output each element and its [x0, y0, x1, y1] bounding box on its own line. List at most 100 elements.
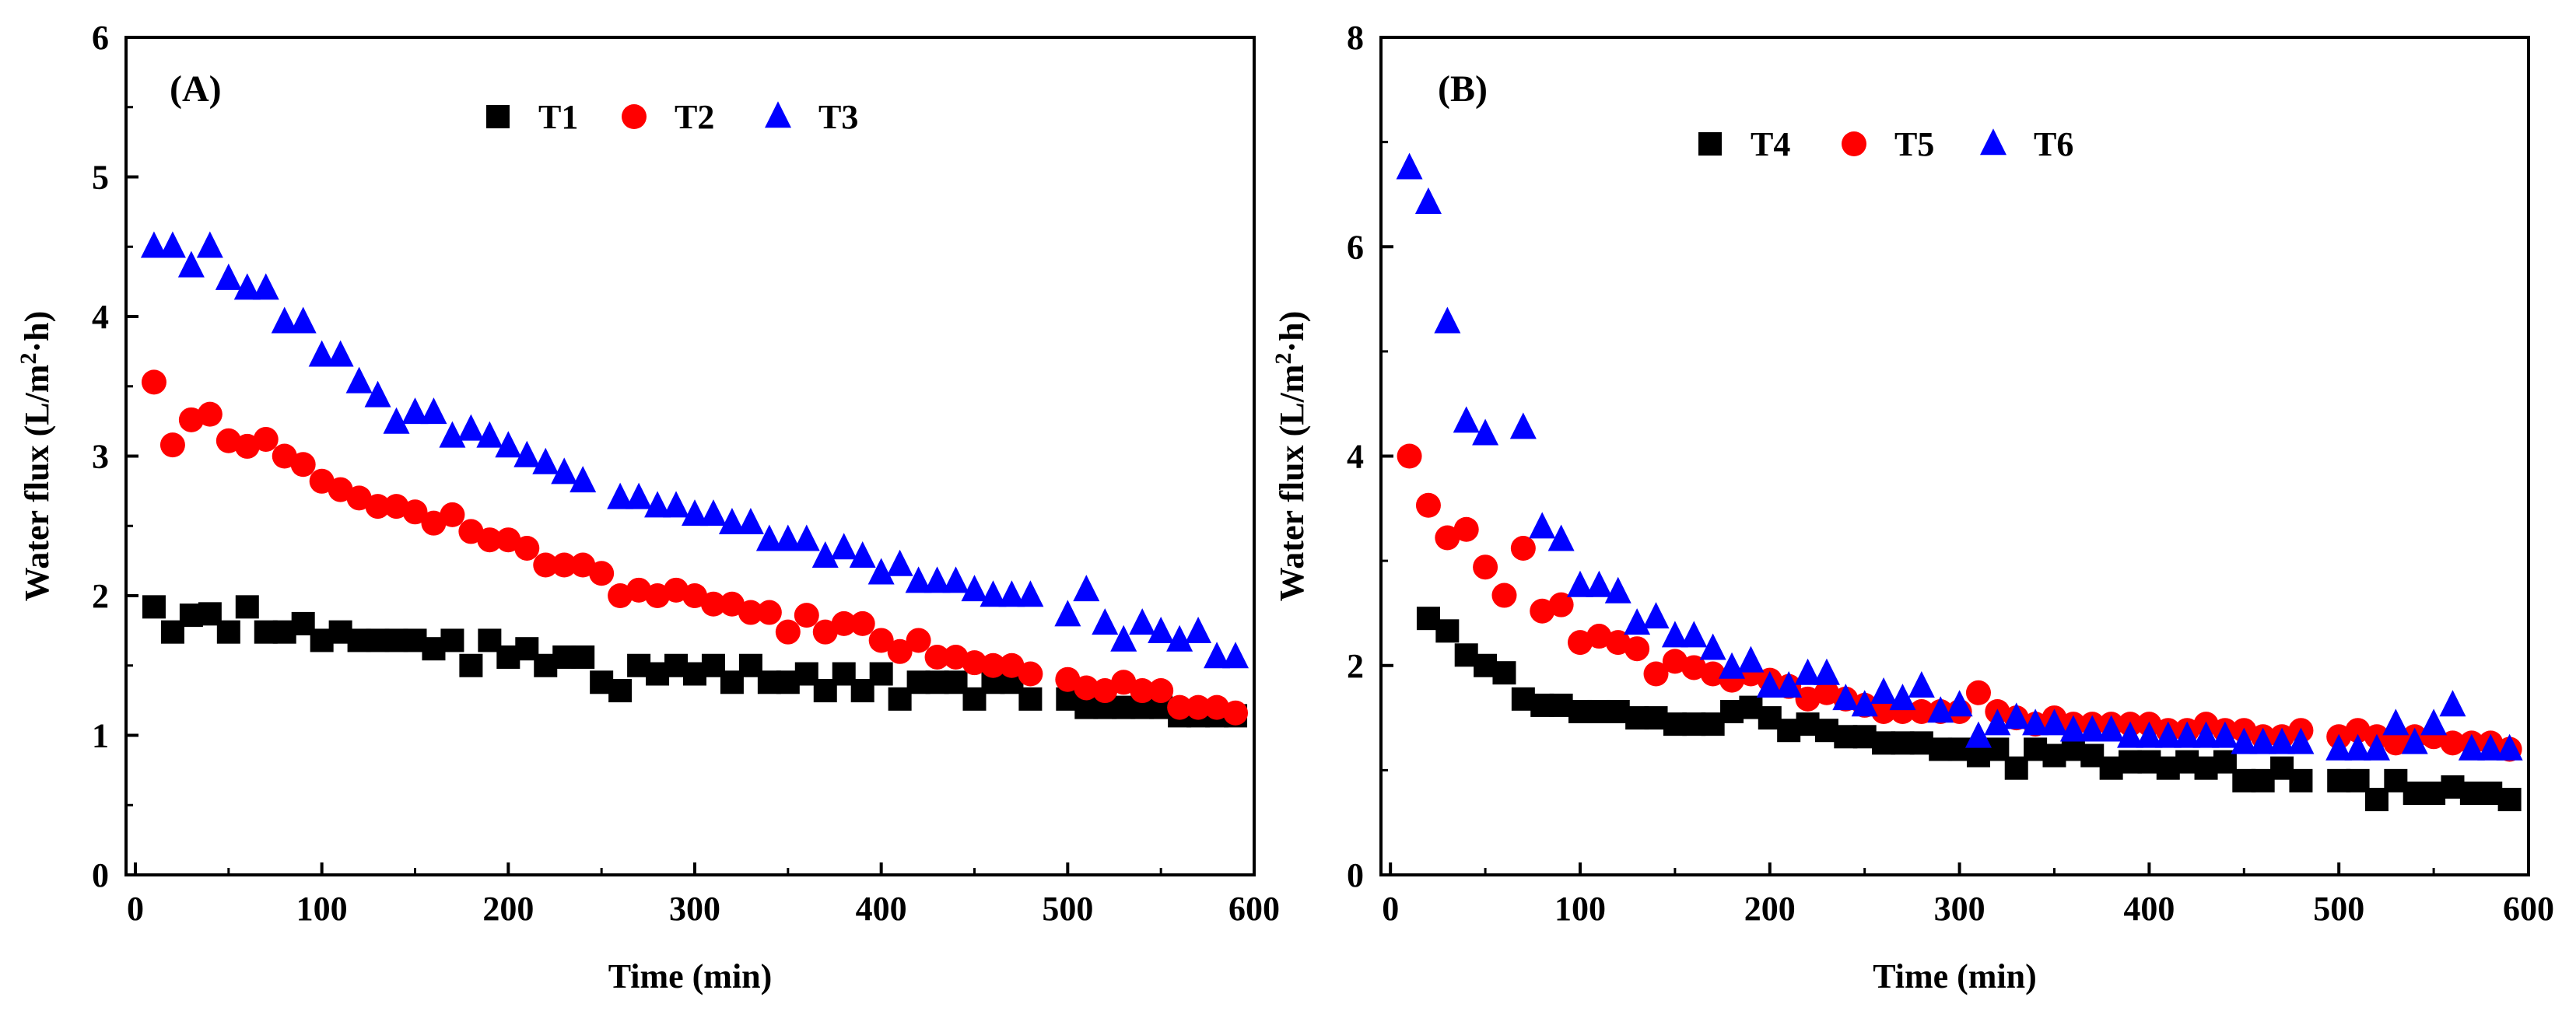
legend-t5-marker	[1842, 131, 1866, 156]
t6-point	[2117, 721, 2144, 748]
t6-point	[1434, 306, 1461, 334]
t5-point	[1643, 661, 1669, 687]
t2-point	[533, 552, 559, 578]
t2-point	[700, 591, 726, 617]
series-t3	[140, 231, 1249, 669]
t6-point	[2059, 715, 2087, 742]
t6-point	[2496, 733, 2523, 761]
t3-point	[457, 414, 485, 441]
legend-t1-marker	[486, 105, 510, 128]
t5-point	[1567, 630, 1593, 656]
t6-point	[1453, 406, 1480, 433]
t4-point	[1492, 661, 1516, 685]
series-t4	[1416, 607, 2522, 812]
x-tick-label: 200	[482, 890, 534, 928]
x-tick-label: 100	[1554, 890, 1606, 928]
t6-point	[1813, 658, 1840, 685]
t2-point	[868, 628, 894, 653]
t3-point	[1110, 624, 1137, 652]
t3-point	[1166, 624, 1193, 652]
t2-point	[159, 432, 185, 458]
legend-t5-label: T5	[1894, 125, 1934, 163]
t3-point	[626, 482, 653, 509]
t6-point	[1604, 576, 1631, 603]
t6-point	[1472, 418, 1499, 446]
t3-point	[942, 566, 969, 593]
t2-point	[831, 610, 857, 636]
t3-point	[737, 507, 764, 534]
t3-point	[755, 524, 783, 551]
t5-point	[1510, 535, 1536, 561]
t6-point	[2382, 708, 2410, 736]
t2-point	[924, 644, 950, 670]
t1-point	[571, 645, 595, 669]
t6-point	[2287, 727, 2315, 754]
series-t2	[141, 369, 1249, 726]
x-tick-label: 0	[1382, 890, 1399, 928]
t5-point	[1435, 525, 1460, 551]
t6-point	[2231, 727, 2258, 754]
t6-point	[1737, 645, 1765, 673]
t3-point	[1054, 600, 1081, 627]
t3-point	[886, 549, 913, 576]
t3-point	[401, 397, 429, 425]
panel-a-x-axis-title: Time (min)	[608, 957, 773, 995]
t3-point	[532, 447, 559, 474]
t6-point	[2098, 715, 2125, 742]
y-tick-label: 6	[92, 19, 109, 57]
t3-point	[905, 566, 932, 593]
t6-point	[1908, 670, 1935, 698]
t5-point	[1624, 636, 1650, 662]
t2-point	[477, 527, 503, 553]
y-tick-label: 4	[92, 298, 109, 336]
y-tick-label: 6	[1347, 228, 1364, 266]
t2-point	[309, 468, 335, 494]
t5-point	[1965, 680, 1991, 705]
t6-point	[2363, 733, 2390, 761]
t6-point	[2136, 721, 2163, 748]
t2-point	[253, 426, 279, 452]
t6-point	[1756, 670, 1783, 698]
t2-point	[812, 619, 838, 645]
t2-point	[1074, 675, 1099, 701]
t3-point	[830, 533, 857, 560]
t3-point	[1148, 616, 1175, 643]
y-tick-label: 3	[92, 438, 109, 476]
t3-point	[513, 440, 541, 467]
t1-point	[1018, 687, 1043, 711]
x-tick-label: 300	[669, 890, 720, 928]
t2-point	[738, 600, 763, 625]
t3-point	[215, 263, 242, 290]
t3-point	[327, 340, 354, 367]
t6-point	[1889, 684, 1916, 711]
t5-point	[1491, 582, 1517, 608]
t6-point	[1414, 187, 1442, 214]
panel-a-label: (A)	[170, 68, 222, 110]
t6-point	[2477, 733, 2504, 761]
t3-point	[849, 541, 876, 568]
t2-point	[887, 638, 913, 664]
t3-point	[476, 421, 503, 448]
t6-point	[1547, 524, 1575, 551]
t2-point	[1111, 670, 1137, 695]
legend-t4-marker	[1698, 132, 1722, 156]
legend-t3-marker	[765, 101, 791, 128]
t6-point	[2401, 727, 2428, 754]
t6-point	[2041, 708, 2068, 736]
t6-point	[2325, 733, 2353, 761]
t3-point	[718, 507, 745, 534]
t3-point	[1073, 575, 1100, 602]
t6-point	[1566, 570, 1593, 597]
y-tick-label: 0	[1347, 856, 1364, 894]
t3-point	[774, 524, 801, 551]
t2-point	[1223, 700, 1249, 726]
t3-point	[177, 250, 205, 278]
t2-point	[1018, 661, 1043, 687]
x-tick-label: 100	[296, 890, 348, 928]
t2-point	[365, 494, 391, 519]
t3-point	[233, 273, 261, 300]
t5-point	[1908, 698, 1934, 724]
panel-b-x-axis-title: Time (min)	[1873, 957, 2037, 995]
t6-point	[1642, 602, 1670, 629]
